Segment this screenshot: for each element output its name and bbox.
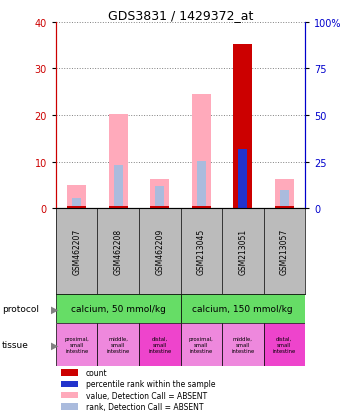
- Text: count: count: [86, 368, 108, 377]
- Title: GDS3831 / 1429372_at: GDS3831 / 1429372_at: [108, 9, 253, 21]
- Bar: [68, 185, 86, 209]
- Text: rank, Detection Call = ABSENT: rank, Detection Call = ABSENT: [86, 402, 203, 411]
- Text: GSM213057: GSM213057: [280, 228, 289, 275]
- Bar: [197, 161, 206, 209]
- Bar: [180, 323, 222, 366]
- Text: distal,
small
intestine: distal, small intestine: [273, 336, 296, 353]
- Bar: [72, 199, 81, 209]
- Bar: [234, 45, 252, 209]
- Bar: [275, 206, 293, 209]
- Text: GSM213051: GSM213051: [238, 228, 247, 274]
- Bar: [222, 323, 264, 366]
- Text: proximal,
small
intestine: proximal, small intestine: [64, 336, 89, 353]
- Text: tissue: tissue: [2, 340, 29, 349]
- Bar: [156, 204, 164, 209]
- Text: middle,
small
intestine: middle, small intestine: [106, 336, 130, 353]
- Bar: [155, 187, 164, 209]
- Text: GSM462208: GSM462208: [114, 228, 123, 274]
- Bar: [264, 323, 305, 366]
- Bar: [280, 190, 289, 209]
- Bar: [280, 202, 288, 209]
- Bar: [139, 323, 180, 366]
- Bar: [109, 206, 127, 209]
- Text: GSM213045: GSM213045: [197, 228, 206, 275]
- Bar: [180, 294, 305, 323]
- Bar: [275, 180, 293, 209]
- Text: GSM462209: GSM462209: [155, 228, 164, 275]
- Bar: [192, 95, 210, 209]
- Bar: [56, 294, 180, 323]
- Bar: [61, 392, 78, 398]
- Bar: [238, 149, 247, 209]
- Bar: [192, 206, 210, 209]
- Bar: [68, 206, 86, 209]
- Text: distal,
small
intestine: distal, small intestine: [148, 336, 171, 353]
- Text: proximal,
small
intestine: proximal, small intestine: [189, 336, 214, 353]
- Bar: [234, 45, 252, 209]
- Text: calcium, 50 mmol/kg: calcium, 50 mmol/kg: [71, 304, 166, 313]
- Text: value, Detection Call = ABSENT: value, Detection Call = ABSENT: [86, 391, 207, 400]
- Bar: [56, 323, 97, 366]
- Text: calcium, 150 mmol/kg: calcium, 150 mmol/kg: [192, 304, 293, 313]
- Text: ▶: ▶: [51, 304, 58, 313]
- Text: percentile rank within the sample: percentile rank within the sample: [86, 379, 216, 388]
- Bar: [73, 203, 81, 209]
- Bar: [97, 323, 139, 366]
- Text: GSM462207: GSM462207: [72, 228, 81, 275]
- Bar: [151, 206, 169, 209]
- Bar: [151, 180, 169, 209]
- Bar: [61, 369, 78, 376]
- Bar: [61, 381, 78, 387]
- Text: ▶: ▶: [51, 339, 58, 349]
- Bar: [61, 403, 78, 410]
- Text: protocol: protocol: [2, 304, 39, 313]
- Bar: [109, 115, 127, 209]
- Text: middle,
small
intestine: middle, small intestine: [231, 336, 255, 353]
- Bar: [114, 166, 123, 209]
